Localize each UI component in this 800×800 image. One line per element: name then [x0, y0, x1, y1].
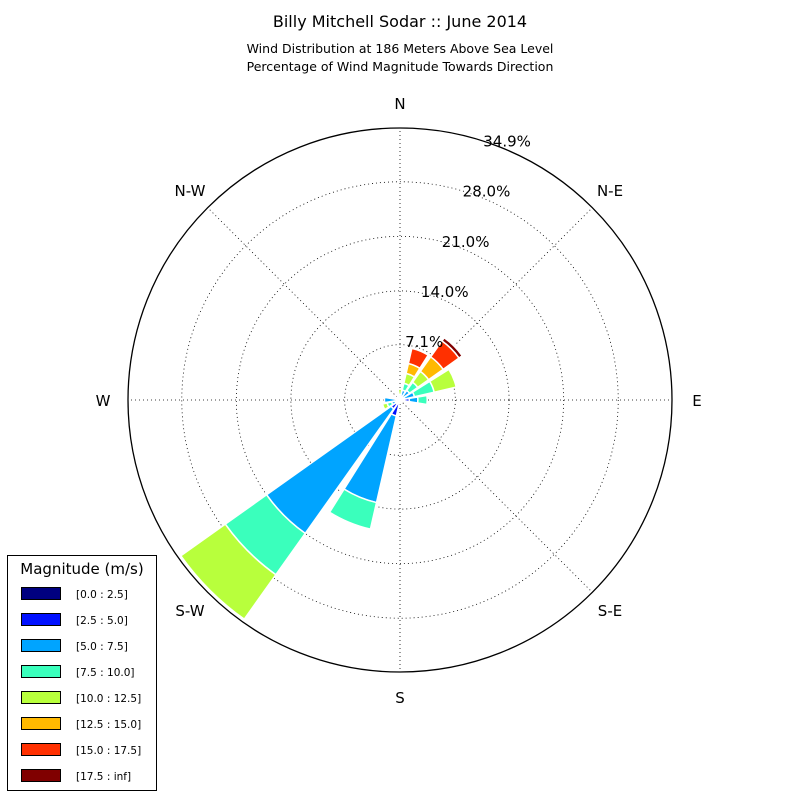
radial-tick-label: 34.9%: [483, 133, 531, 151]
direction-label: S: [395, 689, 405, 707]
direction-label: W: [96, 392, 111, 410]
grid-spoke: [207, 207, 401, 401]
legend-label: [7.5 : 10.0]: [76, 667, 135, 679]
grid-spoke: [399, 399, 593, 593]
direction-label: N-E: [597, 182, 623, 200]
legend-swatch: [21, 613, 61, 626]
legend-label: [10.0 : 12.5]: [76, 693, 142, 705]
legend: Magnitude (m/s) [0.0 : 2.5] [2.5 : 5.0] [5…: [7, 555, 157, 791]
legend-label: [17.5 : inf]: [76, 771, 132, 783]
legend-title: Magnitude (m/s): [20, 560, 144, 578]
wind-bar-segment: [179, 523, 277, 621]
chart-subtitle-line-2: Percentage of Wind Magnitude Towards Dir…: [246, 59, 554, 74]
wind-bar-segment: [407, 347, 430, 370]
radial-tick-label: 28.0%: [463, 182, 511, 200]
legend-swatch: [21, 639, 61, 652]
axis-labels: 7.1% 14.0% 21.0% 28.0% 34.9% N N-E E S-E S S-W W N-W: [96, 95, 702, 707]
grid-ring: [181, 181, 619, 619]
wind-rose-bars: [179, 336, 464, 621]
chart-title: Billy Mitchell Sodar :: June 2014: [272, 12, 528, 31]
wind-bar-segment: [381, 402, 390, 411]
radial-tick-label: 21.0%: [442, 233, 490, 251]
legend-label: [2.5 : 5.0]: [76, 615, 128, 627]
legend-swatch: [21, 587, 61, 600]
legend-label: [5.0 : 7.5]: [76, 641, 128, 653]
grid-spoke: [399, 207, 593, 401]
direction-label: S-E: [598, 602, 622, 620]
wind-bar-segment: [396, 395, 401, 400]
wind-bar-segment: [328, 488, 378, 531]
legend-label: [15.0 : 17.5]: [76, 745, 142, 757]
direction-label: N-W: [175, 182, 206, 200]
grid-ring: [344, 344, 456, 456]
legend-swatch: [21, 691, 61, 704]
legend-swatch: [21, 717, 61, 730]
wind-bar-segment: [383, 396, 398, 404]
legend-label: [12.5 : 15.0]: [76, 719, 142, 731]
wind-bar-segment: [416, 394, 429, 406]
radial-tick-label: 7.1%: [405, 333, 443, 351]
wind-bar-segment: [440, 336, 464, 360]
grid-ring: [290, 290, 510, 510]
wind-bar-segment: [408, 396, 419, 404]
direction-label: N: [394, 95, 405, 113]
direction-label: E: [692, 392, 701, 410]
outer-circle: [127, 127, 673, 673]
legend-swatch: [21, 665, 61, 678]
legend-label: [0.0 : 2.5]: [76, 589, 128, 601]
grid-ring: [235, 235, 565, 565]
legend-swatch: [21, 769, 61, 782]
legend-swatch: [21, 743, 61, 756]
wind-bar-segment: [428, 368, 458, 394]
chart-subtitle-line-1: Wind Distribution at 186 Meters Above Se…: [246, 41, 554, 56]
direction-label: S-W: [175, 602, 204, 620]
radial-tick-label: 14.0%: [421, 283, 469, 301]
